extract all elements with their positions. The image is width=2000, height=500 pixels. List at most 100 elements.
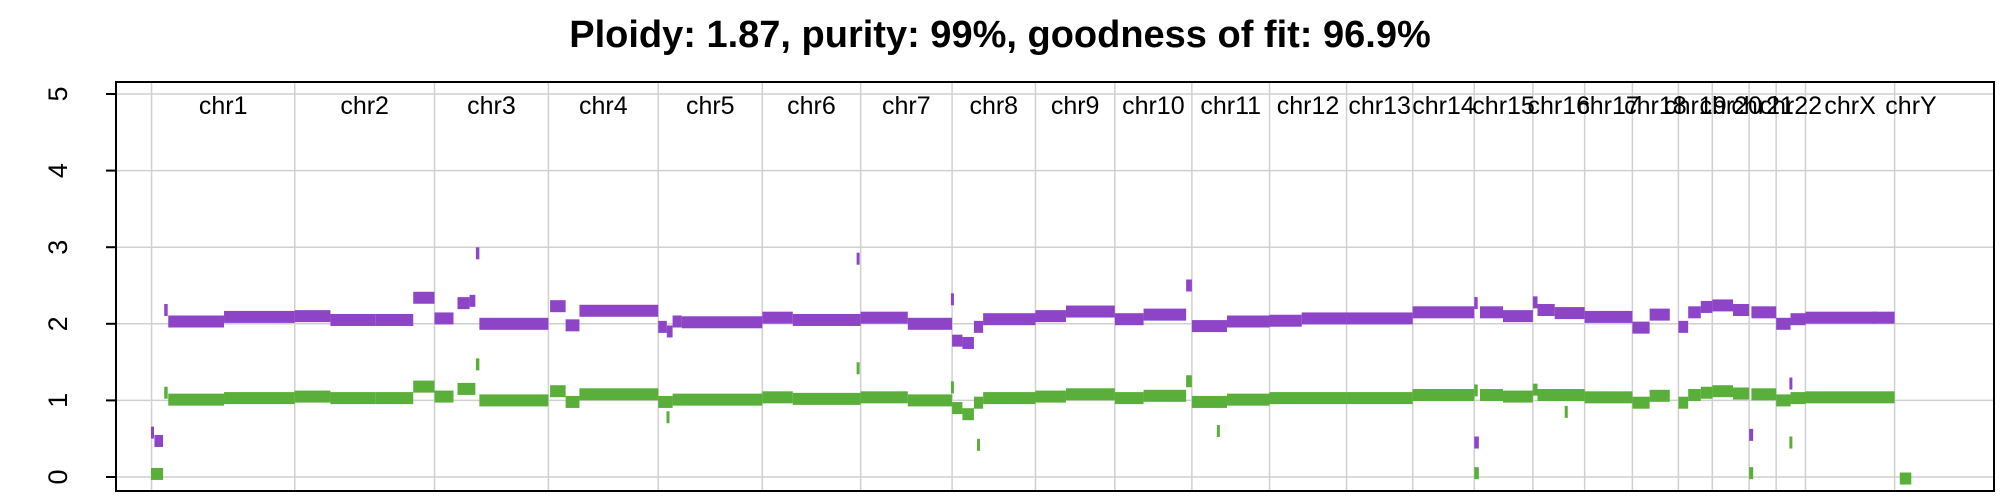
minor-segment xyxy=(1899,472,1912,485)
major-segment xyxy=(1114,313,1144,326)
minor-segment xyxy=(1412,389,1475,402)
y-tick-label: 1 xyxy=(43,393,73,408)
minor-segment xyxy=(151,467,164,480)
major-segment xyxy=(375,313,414,326)
minor-segment xyxy=(1474,467,1479,480)
major-segment xyxy=(950,293,954,306)
major-segment xyxy=(681,316,763,329)
minor-segment xyxy=(1346,392,1413,405)
minor-segment xyxy=(1776,394,1791,407)
major-segment xyxy=(294,310,331,323)
minor-segment xyxy=(434,390,454,403)
chromosome-label-chr19: chr19 xyxy=(1664,92,1727,120)
minor-segment xyxy=(375,392,414,405)
minor-segment xyxy=(856,362,860,375)
chromosome-label-chr13: chr13 xyxy=(1348,92,1411,120)
minor-segment xyxy=(164,386,168,399)
major-segment xyxy=(154,434,164,447)
major-segment xyxy=(1872,311,1895,324)
major-segment xyxy=(983,313,1036,326)
minor-segment xyxy=(413,380,435,393)
major-segment xyxy=(1412,306,1475,319)
major-segment xyxy=(1226,315,1270,328)
major-segment xyxy=(907,317,953,330)
minor-segment xyxy=(330,392,376,405)
chromosome-label-chr2: chr2 xyxy=(340,92,389,120)
minor-segment xyxy=(1537,389,1585,402)
chromosome-label-chr22: chr22 xyxy=(1760,92,1823,120)
minor-outlier-point xyxy=(1216,425,1220,438)
major-segment xyxy=(1700,300,1713,313)
minor-segment xyxy=(475,358,480,371)
y-tick-label: 4 xyxy=(43,163,73,178)
minor-segment xyxy=(1700,386,1713,399)
minor-segment xyxy=(952,402,963,415)
minor-segment xyxy=(1649,389,1670,402)
minor-segment xyxy=(1584,391,1633,404)
major-segment xyxy=(1649,308,1670,321)
major-segment xyxy=(457,297,470,310)
minor-segment xyxy=(168,393,225,406)
major-segment xyxy=(1789,377,1793,390)
major-segment xyxy=(792,313,861,326)
minor-segment xyxy=(550,385,566,398)
minor-segment xyxy=(792,392,861,405)
major-segment xyxy=(856,252,860,265)
major-segment xyxy=(1191,320,1227,333)
minor-segment xyxy=(479,394,549,407)
y-axis: 0 1 2 3 4 5 xyxy=(43,86,116,485)
chromosome-label-chr9: chr9 xyxy=(1051,92,1100,120)
major-segment xyxy=(475,247,480,260)
minor-segment xyxy=(658,395,673,408)
minor-segment xyxy=(1532,383,1538,396)
minor-segment xyxy=(1035,390,1066,403)
major-segment xyxy=(1532,296,1538,309)
minor-segment xyxy=(1143,389,1187,402)
y-tick-label: 2 xyxy=(43,316,73,331)
chromosome-label-chr7: chr7 xyxy=(882,92,931,120)
major-segment xyxy=(1805,311,1877,324)
chart-title: Ploidy: 1.87, purity: 99%, goodness of f… xyxy=(569,14,1431,56)
major-segment xyxy=(1584,310,1633,323)
minor-segment xyxy=(860,391,908,404)
major-segment xyxy=(224,310,295,323)
major-segment xyxy=(658,320,667,333)
major-segment xyxy=(1186,279,1192,292)
minor-segment xyxy=(973,396,984,409)
chromosome-label-chr4: chr4 xyxy=(579,92,628,120)
major-segment xyxy=(1776,317,1791,330)
major-allele-series xyxy=(151,247,1895,449)
chromosome-label-chr10: chr10 xyxy=(1122,92,1185,120)
minor-segment xyxy=(1678,396,1689,409)
major-segment xyxy=(1537,304,1555,317)
minor-segment xyxy=(1191,395,1227,408)
minor-segment xyxy=(672,393,763,406)
chromosome-label-chr21: chr21 xyxy=(1731,92,1794,120)
minor-segment xyxy=(294,390,331,403)
minor-segment xyxy=(1632,396,1650,409)
chromosome-label-chr20: chr20 xyxy=(1699,92,1762,120)
minor-outlier-point xyxy=(666,411,670,424)
chromosome-label-chr12: chr12 xyxy=(1277,92,1340,120)
chromosome-label-chr6: chr6 xyxy=(787,92,836,120)
minor-outlier-point xyxy=(1564,405,1568,418)
minor-segment xyxy=(1269,392,1347,405)
major-segment xyxy=(952,334,963,347)
major-segment xyxy=(1790,313,1806,326)
minor-segment xyxy=(762,391,793,404)
minor-outlier-point xyxy=(977,438,981,451)
major-segment xyxy=(666,325,673,338)
minor-segment xyxy=(1790,392,1806,405)
chromosome-label-chr5: chr5 xyxy=(686,92,735,120)
chromosome-label-chr8: chr8 xyxy=(969,92,1018,120)
major-segment xyxy=(1035,310,1066,323)
minor-segment xyxy=(1502,390,1533,403)
minor-segment xyxy=(1114,392,1144,405)
minor-segment xyxy=(1751,388,1777,401)
minor-segment xyxy=(1226,393,1270,406)
major-segment xyxy=(168,315,225,328)
chromosome-label-chrY: chrY xyxy=(1885,92,1937,120)
major-segment xyxy=(1502,310,1533,323)
major-segment xyxy=(860,311,908,324)
major-segment xyxy=(962,336,974,349)
